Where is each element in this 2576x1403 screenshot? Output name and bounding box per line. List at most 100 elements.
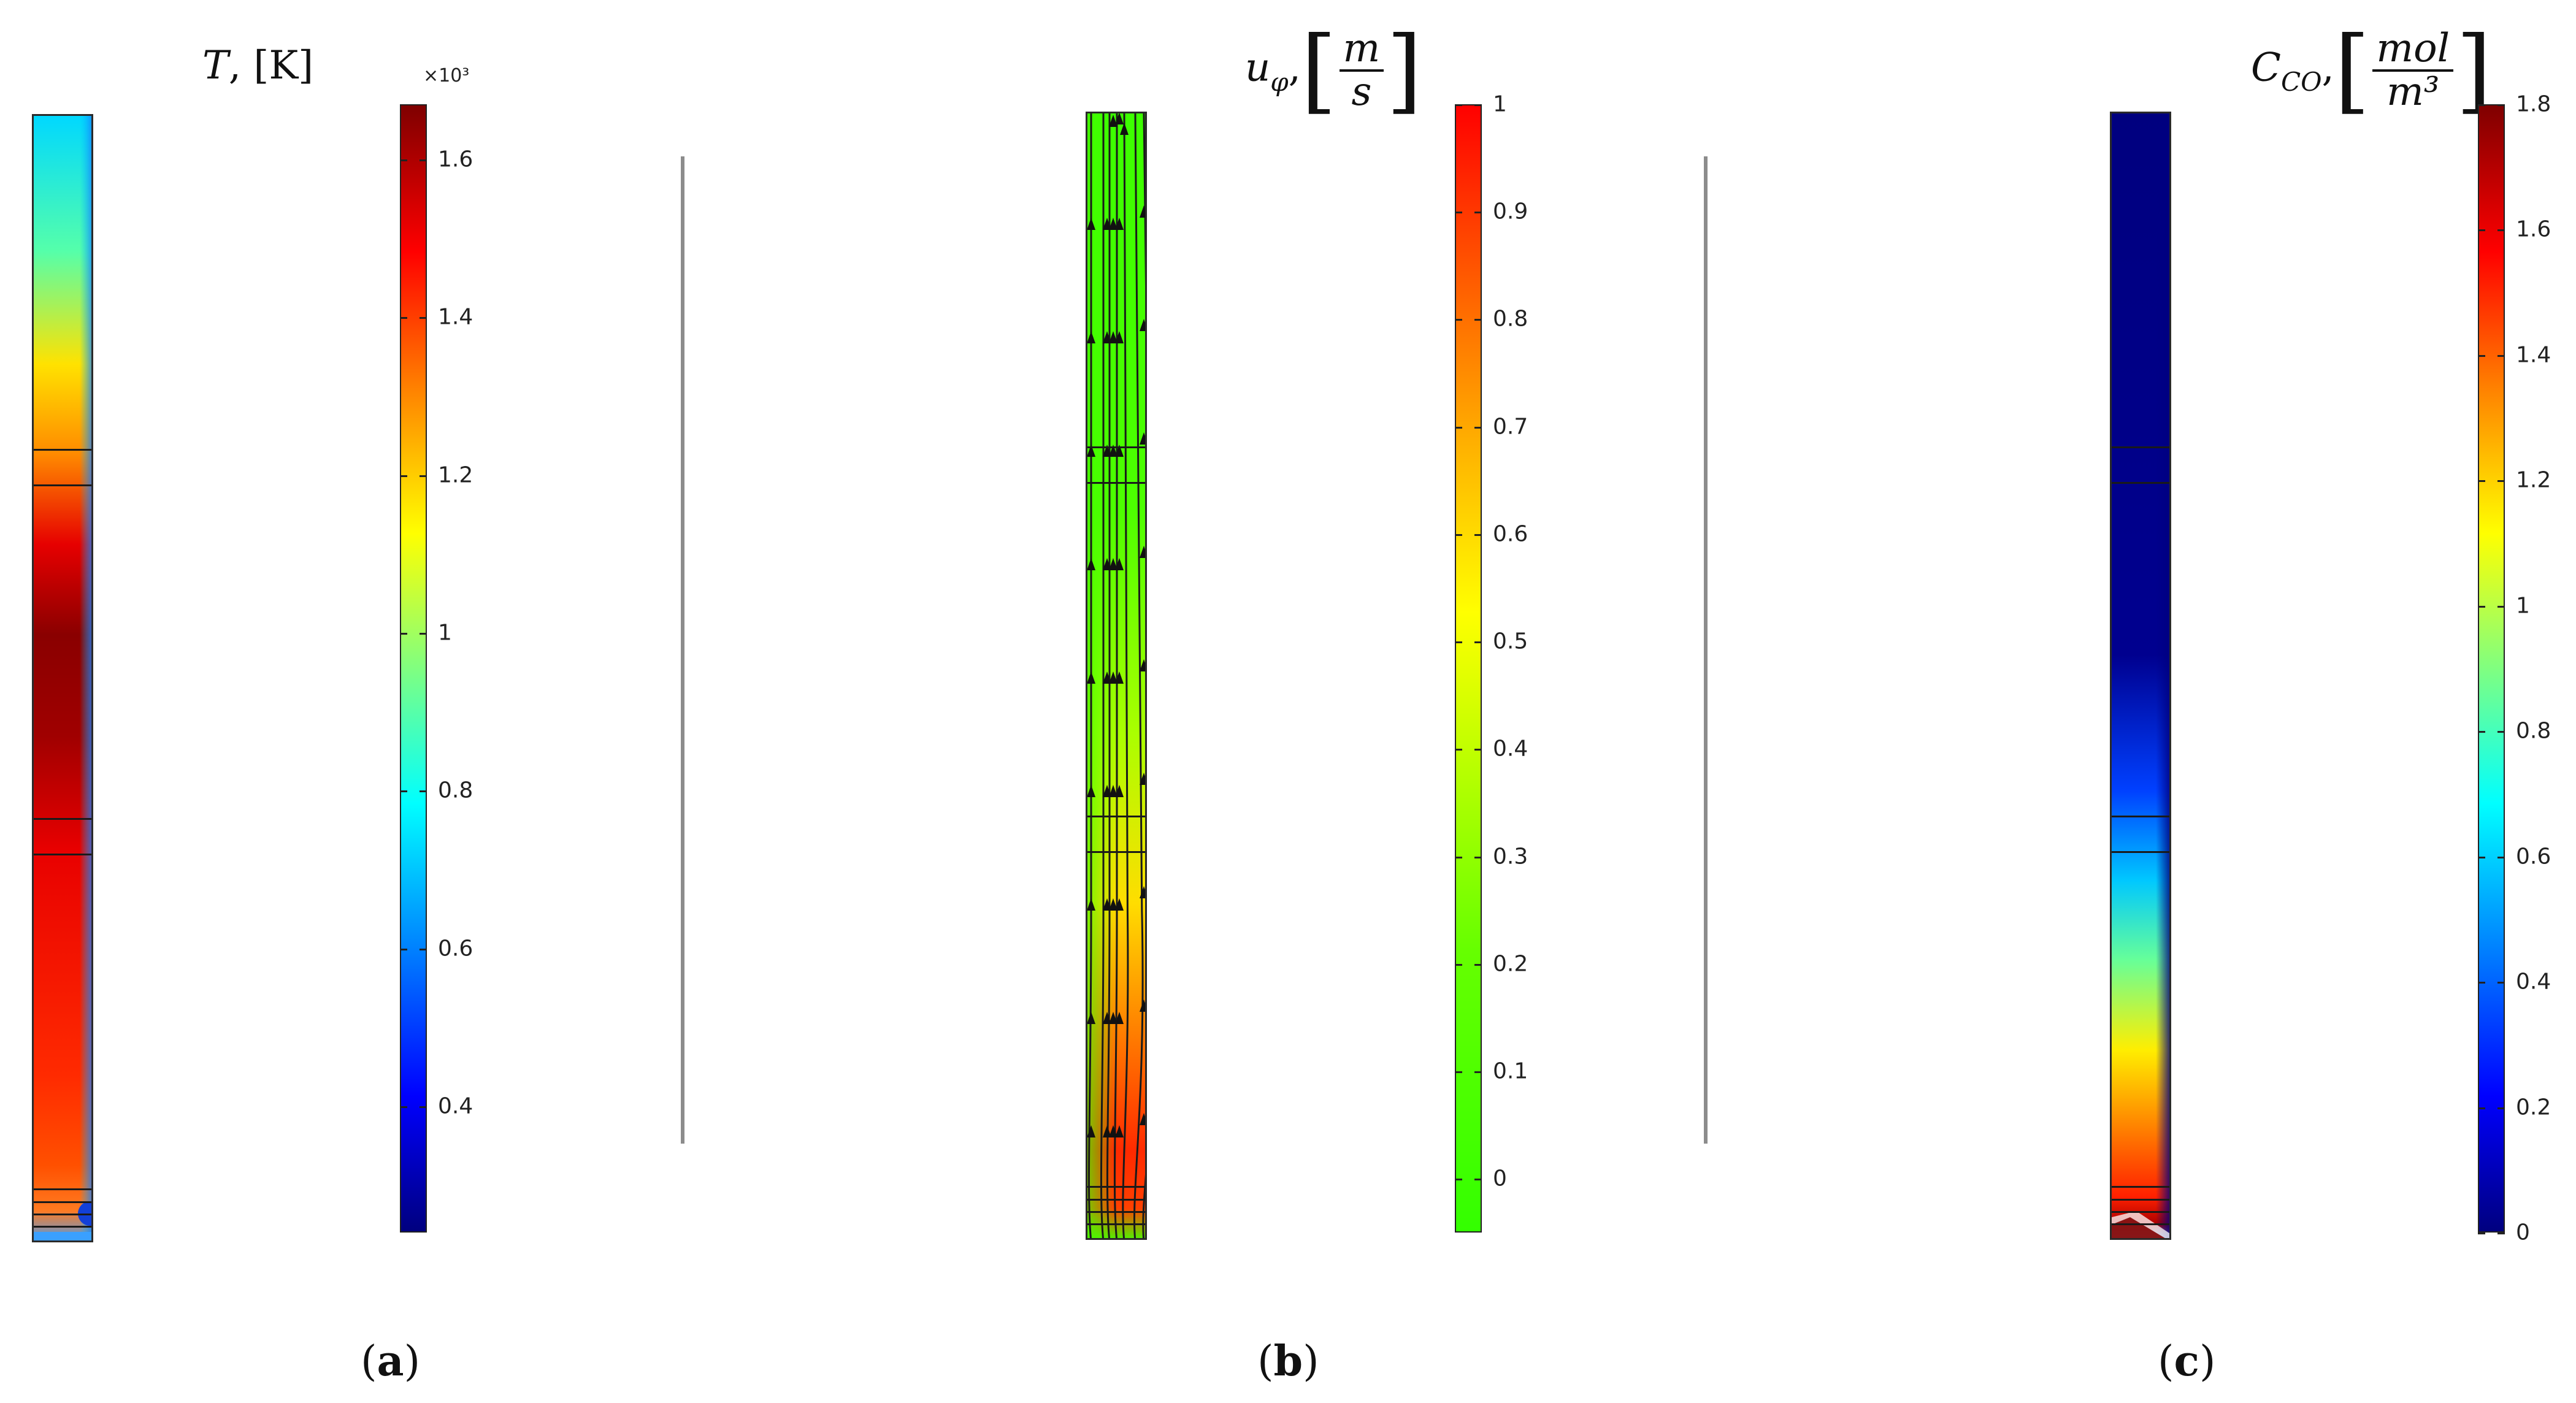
concentration-field-image [2112, 113, 2169, 1238]
colorbar-tick [1474, 533, 1482, 536]
domain-boundary [34, 1188, 91, 1190]
flow-arrow [1087, 331, 1095, 343]
flow-arrow [1140, 205, 1145, 218]
concentration-title: CCO,[mol m³] [2251, 17, 2492, 124]
colorbar-tick [420, 1106, 427, 1109]
colorbar-tick [2497, 480, 2505, 483]
colorbar-tick [1474, 426, 1482, 429]
colorbar-tick [2478, 480, 2485, 483]
flow-arrow [1140, 773, 1145, 785]
colorbar-tick [2497, 104, 2505, 106]
colorbar-tick [1474, 641, 1482, 644]
temperature-field [32, 114, 93, 1242]
flow-arrow [1109, 671, 1117, 684]
temperature-colorbar [400, 104, 427, 1233]
colorbar-tick [1474, 1179, 1482, 1181]
colorbar-tick [1455, 856, 1462, 858]
colorbar-tick [400, 948, 407, 950]
flow-arrow [1103, 898, 1111, 911]
domain-boundary [2112, 482, 2169, 484]
colorbar-tick-label: 0.8 [1493, 306, 1528, 332]
flow-arrow [1109, 1012, 1117, 1024]
colorbar-tick [2478, 731, 2485, 733]
velocity-colorbar [1455, 104, 1482, 1233]
flow-arrow [1087, 558, 1095, 570]
flow-arrow [1109, 558, 1117, 570]
colorbar-tick-label: 1 [1493, 91, 1507, 117]
domain-boundary [2112, 1186, 2169, 1188]
caption-a: (a) [361, 1337, 421, 1386]
colorbar-tick [400, 1106, 407, 1109]
domain-boundary [1087, 1223, 1145, 1225]
colorbar-tick-label: 0.6 [1493, 521, 1528, 547]
colorbar-tick [2497, 354, 2505, 357]
domain-boundary [1087, 1199, 1145, 1201]
flow-arrow [1115, 113, 1124, 124]
flow-arrow [1087, 671, 1095, 684]
flow-arrow [1115, 218, 1124, 230]
colorbar-tick [2497, 856, 2505, 858]
colorbar-tick-label: 0.7 [1493, 414, 1528, 440]
flow-arrow [1103, 445, 1111, 457]
colorbar-tick [420, 475, 427, 477]
colorbar-tick [1474, 1071, 1482, 1074]
flow-arrow [1115, 445, 1124, 457]
flow-arrow [1103, 218, 1111, 230]
colorbar-tick-label: 0.4 [1493, 736, 1528, 762]
domain-boundary [34, 449, 91, 451]
colorbar-tick-label: 0.5 [1493, 629, 1528, 654]
flow-arrow [1115, 671, 1124, 684]
streamlines [1087, 113, 1145, 1238]
domain-boundary [34, 818, 91, 820]
flow-arrow [1103, 1012, 1111, 1024]
colorbar-tick [420, 633, 427, 635]
colorbar-tick [2478, 605, 2485, 608]
flow-arrow [1103, 671, 1111, 684]
panel-separator [1704, 156, 1708, 1144]
unit-numerator: m [1339, 28, 1384, 72]
colorbar-tick-label: 1 [2516, 593, 2530, 619]
colorbar-tick [1455, 963, 1462, 966]
domain-boundary [1087, 1186, 1145, 1188]
flow-arrow [1115, 1125, 1124, 1137]
colorbar-tick [2497, 731, 2505, 733]
title-symbol: u [1245, 45, 1271, 91]
colorbar-tick-label: 1.4 [438, 304, 473, 330]
colorbar-tick [2497, 1233, 2505, 1234]
colorbar-tick [1455, 1071, 1462, 1074]
streamline [1087, 113, 1092, 1238]
colorbar-tick-label: 1 [438, 620, 452, 646]
flow-arrow [1140, 1000, 1145, 1012]
colorbar-tick-label: 0.4 [2516, 969, 2551, 995]
colorbar-tick-label: 1.4 [2516, 342, 2551, 368]
domain-boundary [2112, 1211, 2169, 1213]
streamline [1113, 113, 1118, 1238]
colorbar-tick-label: 0.6 [438, 936, 473, 961]
flow-arrow [1103, 785, 1111, 797]
colorbar-tick [400, 317, 407, 319]
unit-numerator: mol [2372, 28, 2454, 72]
unit-denominator: m³ [2386, 69, 2440, 115]
colorbar-tick [1455, 749, 1462, 751]
domain-boundary [34, 1214, 91, 1215]
colorbar-tick [1455, 533, 1462, 536]
flow-arrow [1109, 785, 1117, 797]
domain-boundary [1087, 482, 1145, 484]
flow-arrow [1087, 1012, 1095, 1024]
title-unit: [K] [253, 43, 314, 88]
velocity-title: uφ,[m s] [1245, 17, 1422, 124]
colorbar-tick [1455, 104, 1462, 106]
colorbar-tick-label: 0 [2516, 1220, 2530, 1245]
domain-boundary [34, 484, 91, 486]
unit-denominator: s [1351, 69, 1372, 115]
temperature-field-image [34, 116, 91, 1241]
title-symbol: C [2251, 45, 2281, 91]
concentration-colorbar [2478, 104, 2505, 1233]
colorbar-tick [1474, 212, 1482, 214]
colorbar-tick [1474, 856, 1482, 858]
colorbar-tick [2497, 1107, 2505, 1109]
streamline [1133, 113, 1144, 1238]
colorbar-tick-label: 0.8 [438, 778, 473, 803]
colorbar-tick-label: 0.2 [1493, 951, 1528, 977]
domain-boundary [2112, 1223, 2169, 1225]
